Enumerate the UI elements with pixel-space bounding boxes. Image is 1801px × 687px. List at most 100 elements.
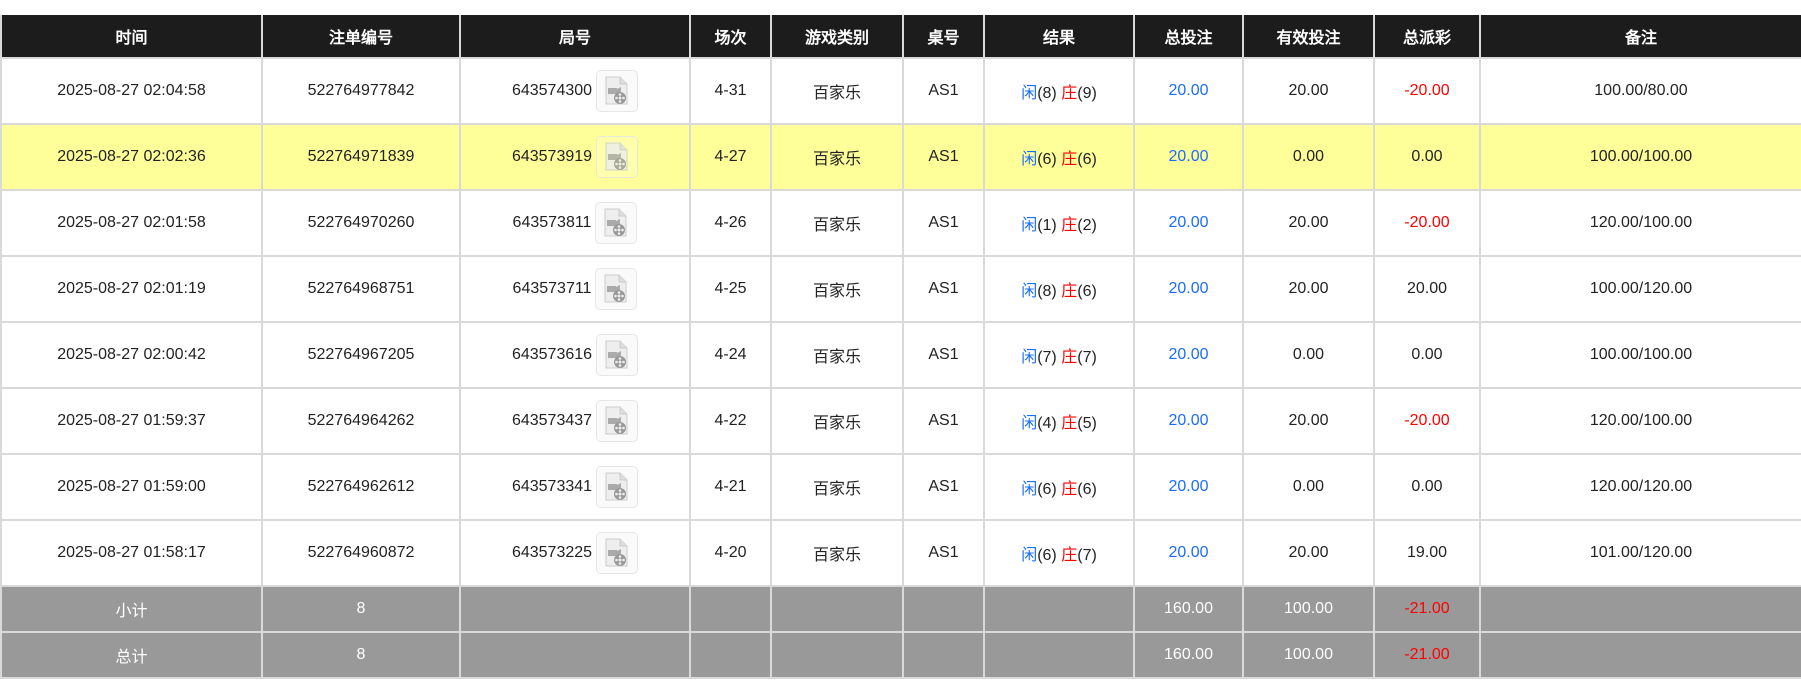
- round-id-cell: 643573711: [459, 255, 691, 323]
- table-row[interactable]: 2025-08-27 02:01:58 522764970260 643573811…: [0, 189, 1801, 257]
- total-payout: -21.00: [1373, 631, 1481, 679]
- banker-score: (6): [1077, 283, 1097, 300]
- remark-cell: 120.00/120.00: [1479, 453, 1801, 521]
- bet-id-cell: 522764962612: [261, 453, 461, 521]
- bet-id-cell: 522764964262: [261, 387, 461, 455]
- banker-score: (5): [1077, 415, 1097, 432]
- bet-id-cell: 522764971839: [261, 123, 461, 191]
- column-header: 桌号: [902, 15, 985, 59]
- empty-cell: [1479, 585, 1801, 633]
- empty-cell: [770, 631, 904, 679]
- player-score: (6): [1037, 151, 1057, 168]
- banker-score: (6): [1077, 151, 1097, 168]
- subtotal-total-bet: 160.00: [1133, 585, 1244, 633]
- round-id: 643573437: [511, 412, 593, 429]
- game-cell: 百家乐: [770, 255, 904, 323]
- player-score: (4): [1037, 415, 1057, 432]
- table-cell: AS1: [902, 321, 985, 389]
- column-header: 场次: [689, 15, 772, 59]
- valid-bet-cell: 0.00: [1242, 123, 1375, 191]
- video-file-icon[interactable]: [595, 202, 638, 244]
- remark-cell: 100.00/100.00: [1479, 321, 1801, 389]
- payout-cell: 20.00: [1373, 255, 1481, 323]
- session-cell: 4-21: [689, 453, 772, 521]
- result-cell: 闲(4) 庄(5): [983, 387, 1135, 455]
- time-cell: 2025-08-27 01:58:17: [0, 519, 263, 587]
- video-file-icon[interactable]: [596, 400, 639, 442]
- table-row[interactable]: 2025-08-27 01:59:37 522764964262 643573437…: [0, 387, 1801, 455]
- valid-bet-cell: 20.00: [1242, 387, 1375, 455]
- table-row[interactable]: 2025-08-27 02:02:36 522764971839 643573919…: [0, 123, 1801, 191]
- result-cell: 闲(6) 庄(6): [983, 453, 1135, 521]
- remark-cell: 120.00/100.00: [1479, 387, 1801, 455]
- video-file-icon[interactable]: [596, 466, 639, 508]
- session-cell: 4-31: [689, 57, 772, 125]
- valid-bet-cell: 0.00: [1242, 321, 1375, 389]
- total-valid-bet: 100.00: [1242, 631, 1375, 679]
- result-cell: 闲(6) 庄(7): [983, 519, 1135, 587]
- remark-cell: 100.00/120.00: [1479, 255, 1801, 323]
- empty-cell: [689, 631, 772, 679]
- banker-label: 庄: [1061, 151, 1078, 168]
- round-id: 643573919: [511, 148, 593, 165]
- total-bet-cell: 20.00: [1133, 255, 1244, 323]
- banker-label: 庄: [1061, 481, 1078, 498]
- time-cell: 2025-08-27 02:01:58: [0, 189, 263, 257]
- payout-cell: -20.00: [1373, 189, 1481, 257]
- bet-records-table: 时间 注单编号 局号 场次 游戏类别 桌号 结果 总投注 有效投注 总派彩 备注 2025-08-2…: [0, 15, 1801, 679]
- game-cell: 百家乐: [770, 189, 904, 257]
- bet-id-cell: 522764960872: [261, 519, 461, 587]
- video-file-icon[interactable]: [596, 334, 639, 376]
- payout-cell: -20.00: [1373, 387, 1481, 455]
- result-cell: 闲(8) 庄(6): [983, 255, 1135, 323]
- round-id-cell: 643573616: [459, 321, 691, 389]
- video-file-icon[interactable]: [596, 136, 639, 178]
- column-header: 总派彩: [1373, 15, 1481, 59]
- table-cell: AS1: [902, 123, 985, 191]
- game-cell: 百家乐: [770, 519, 904, 587]
- total-bet-cell: 20.00: [1133, 189, 1244, 257]
- time-cell: 2025-08-27 02:01:19: [0, 255, 263, 323]
- header-row: 时间 注单编号 局号 场次 游戏类别 桌号 结果 总投注 有效投注 总派彩 备注: [0, 15, 1801, 59]
- total-total-bet: 160.00: [1133, 631, 1244, 679]
- column-header: 游戏类别: [770, 15, 904, 59]
- video-file-icon[interactable]: [596, 70, 639, 112]
- total-bet-cell: 20.00: [1133, 123, 1244, 191]
- empty-cell: [459, 585, 691, 633]
- round-id-cell: 643573225: [459, 519, 691, 587]
- bet-id-cell: 522764968751: [261, 255, 461, 323]
- payout-cell: -20.00: [1373, 57, 1481, 125]
- total-bet-cell: 20.00: [1133, 387, 1244, 455]
- player-score: (8): [1037, 283, 1057, 300]
- column-header: 结果: [983, 15, 1135, 59]
- session-cell: 4-26: [689, 189, 772, 257]
- session-cell: 4-24: [689, 321, 772, 389]
- player-label: 闲: [1021, 151, 1038, 168]
- game-cell: 百家乐: [770, 57, 904, 125]
- table-row[interactable]: 2025-08-27 02:00:42 522764967205 643573616…: [0, 321, 1801, 389]
- bet-id-cell: 522764977842: [261, 57, 461, 125]
- subtotal-payout: -21.00: [1373, 585, 1481, 633]
- video-file-icon[interactable]: [596, 532, 639, 574]
- valid-bet-cell: 20.00: [1242, 57, 1375, 125]
- player-score: (7): [1037, 349, 1057, 366]
- banker-label: 庄: [1061, 547, 1078, 564]
- session-cell: 4-27: [689, 123, 772, 191]
- round-id-cell: 643573437: [459, 387, 691, 455]
- column-header: 局号: [459, 15, 691, 59]
- banker-score: (9): [1077, 85, 1097, 102]
- table-row[interactable]: 2025-08-27 01:59:00 522764962612 643573341…: [0, 453, 1801, 521]
- table-row[interactable]: 2025-08-27 01:58:17 522764960872 643573225…: [0, 519, 1801, 587]
- result-cell: 闲(7) 庄(7): [983, 321, 1135, 389]
- empty-cell: [983, 585, 1135, 633]
- total-bet-cell: 20.00: [1133, 57, 1244, 125]
- valid-bet-cell: 20.00: [1242, 255, 1375, 323]
- video-file-icon[interactable]: [595, 268, 638, 310]
- round-id-cell: 643573811: [459, 189, 691, 257]
- table-row[interactable]: 2025-08-27 02:01:19 522764968751 643573711…: [0, 255, 1801, 323]
- table-row[interactable]: 2025-08-27 02:04:58 522764977842 643574300…: [0, 57, 1801, 125]
- column-header: 备注: [1479, 15, 1801, 59]
- table-cell: AS1: [902, 57, 985, 125]
- payout-cell: 0.00: [1373, 321, 1481, 389]
- banker-score: (7): [1077, 349, 1097, 366]
